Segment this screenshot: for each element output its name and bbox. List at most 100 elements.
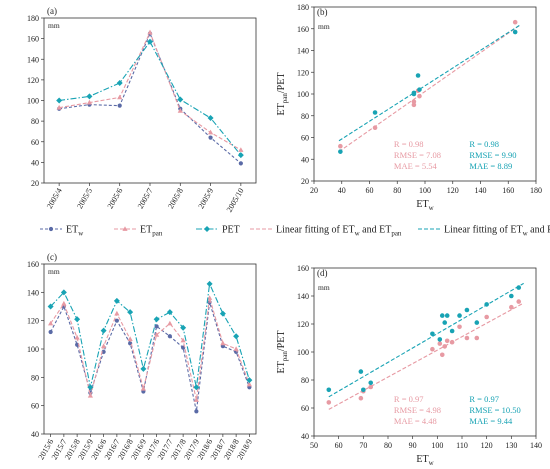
fit-line-pet: [338, 25, 520, 142]
point-pet: [206, 280, 213, 287]
legend-item-etpan: ETpan: [114, 225, 163, 238]
scatter-point-pet: [338, 149, 343, 154]
point-etpan: [238, 147, 244, 152]
legend-sub: w: [78, 230, 84, 238]
point-pet: [219, 310, 226, 317]
scatter-point-pet: [509, 293, 514, 299]
point-pet: [86, 93, 93, 100]
point-etpan: [61, 300, 67, 306]
y-tick-label: 60: [31, 402, 39, 411]
point-pet: [60, 289, 67, 296]
y-tick-label: 80: [301, 376, 309, 385]
stat-pet: R = 0.97: [469, 394, 499, 404]
point-pet: [113, 297, 120, 304]
panel-b: 20 40 60 80 100 120 140 160 180 (b) mm 20 40 60 80 100 1…: [276, 3, 542, 212]
point-etpan: [114, 310, 120, 316]
y-tick-label: 140: [27, 55, 39, 64]
stat-etpan: MAE = 5.54: [394, 161, 438, 171]
scatter-point-pet: [516, 285, 522, 290]
legend-label: Linear fitting of ETw and ETpan: [276, 225, 402, 238]
y-tick-label: 120: [297, 320, 309, 329]
series-line-etw: [50, 302, 250, 412]
scatter-point-pet: [326, 387, 332, 393]
point-etpan: [167, 320, 173, 326]
y-tick-label: 160: [27, 35, 39, 44]
point-etpan: [101, 343, 107, 349]
fit-line-pet: [328, 282, 524, 398]
legend-item-fit_pet: Linear fitting of ETw and PET: [418, 225, 550, 238]
panel-label: (c): [47, 252, 57, 262]
point-etpan: [147, 29, 153, 35]
y-tick-label: 40: [31, 158, 39, 167]
point-etw: [167, 334, 172, 339]
point-etpan: [154, 332, 160, 337]
stat-etpan: R = 0.98: [394, 139, 424, 149]
stat-etpan: MAE = 4.48: [394, 416, 437, 426]
panel-label: (d): [317, 268, 328, 278]
stat-pet: MAE = 8.89: [469, 161, 512, 171]
x-tick-label: 180: [530, 186, 542, 195]
legend-text: Linear fitting of ET: [276, 225, 355, 236]
scatter-point-pet: [411, 91, 417, 97]
panel-c: 406080100120140160(c)mm2015/62015/72015/…: [27, 252, 257, 461]
y-tick-label: 140: [27, 288, 39, 297]
legend-marker: [48, 226, 54, 232]
scatter-point-pet: [439, 313, 445, 318]
x-tick-label: 160: [502, 186, 514, 195]
y-tick-label: 80: [31, 373, 39, 382]
scatter-point-etpan: [484, 314, 489, 320]
point-etpan: [180, 337, 186, 343]
x-tick-label: 100: [419, 186, 431, 195]
scatter-point-pet: [442, 320, 448, 325]
scatter-point-pet: [444, 313, 450, 318]
point-etpan: [246, 381, 252, 387]
point-pet: [116, 79, 123, 86]
x-tick-label: 80: [393, 186, 401, 195]
scatter-point-pet: [512, 29, 518, 35]
x-tick-label: 100: [431, 441, 443, 450]
x-tick-label: 110: [456, 441, 468, 450]
x-tick-label: 50: [310, 441, 318, 450]
y-tick-label: 100: [297, 90, 309, 99]
point-pet: [100, 327, 107, 334]
panel-label: (a): [47, 6, 57, 16]
legend-text: ET: [66, 225, 78, 236]
x-axis-label-sub: w: [429, 459, 435, 467]
stat-etpan: RMSE = 7.08: [394, 150, 441, 160]
scatter-point-etpan: [372, 125, 378, 131]
point-pet: [180, 324, 187, 331]
scatter-point-pet: [437, 337, 443, 342]
point-pet: [74, 316, 81, 323]
series-line-etpan: [50, 297, 250, 401]
scatter-point-pet: [449, 328, 455, 334]
legend-text: PET: [222, 225, 240, 236]
point-etpan: [233, 346, 239, 351]
y-tick-label: 40: [301, 155, 309, 164]
scatter-point-etpan: [437, 341, 443, 346]
point-etw: [101, 349, 106, 354]
legend-text: and PET: [528, 225, 550, 236]
point-etpan: [127, 336, 133, 341]
legend-marker: [122, 226, 128, 231]
point-pet: [153, 316, 160, 323]
scatter-point-pet: [361, 387, 366, 393]
unit-label: mm: [48, 267, 60, 276]
point-pet: [140, 365, 147, 372]
stat-etpan: RMSE = 4.98: [394, 405, 441, 415]
panel-d: 40 60 80 100 120 140 160 (d) mm 50 60 70 80 90 100 110 1…: [276, 264, 542, 467]
scatter-point-pet: [464, 307, 470, 313]
plot-frame: [43, 263, 257, 435]
x-tick-label: 2005/7: [136, 187, 155, 211]
scatter-point-etpan: [338, 143, 343, 149]
y-tick-label: 100: [297, 348, 309, 357]
scatter-point-pet: [372, 110, 378, 115]
unit-label: mm: [318, 283, 330, 292]
point-pet: [147, 38, 153, 45]
point-pet: [207, 115, 214, 122]
x-tick-label: 2005/9: [196, 187, 215, 211]
x-tick-label: 60: [366, 186, 374, 195]
y-axis-label-rest: /PET: [276, 331, 287, 352]
legend-text: and ET: [360, 225, 392, 236]
y-tick-label: 120: [297, 68, 309, 77]
